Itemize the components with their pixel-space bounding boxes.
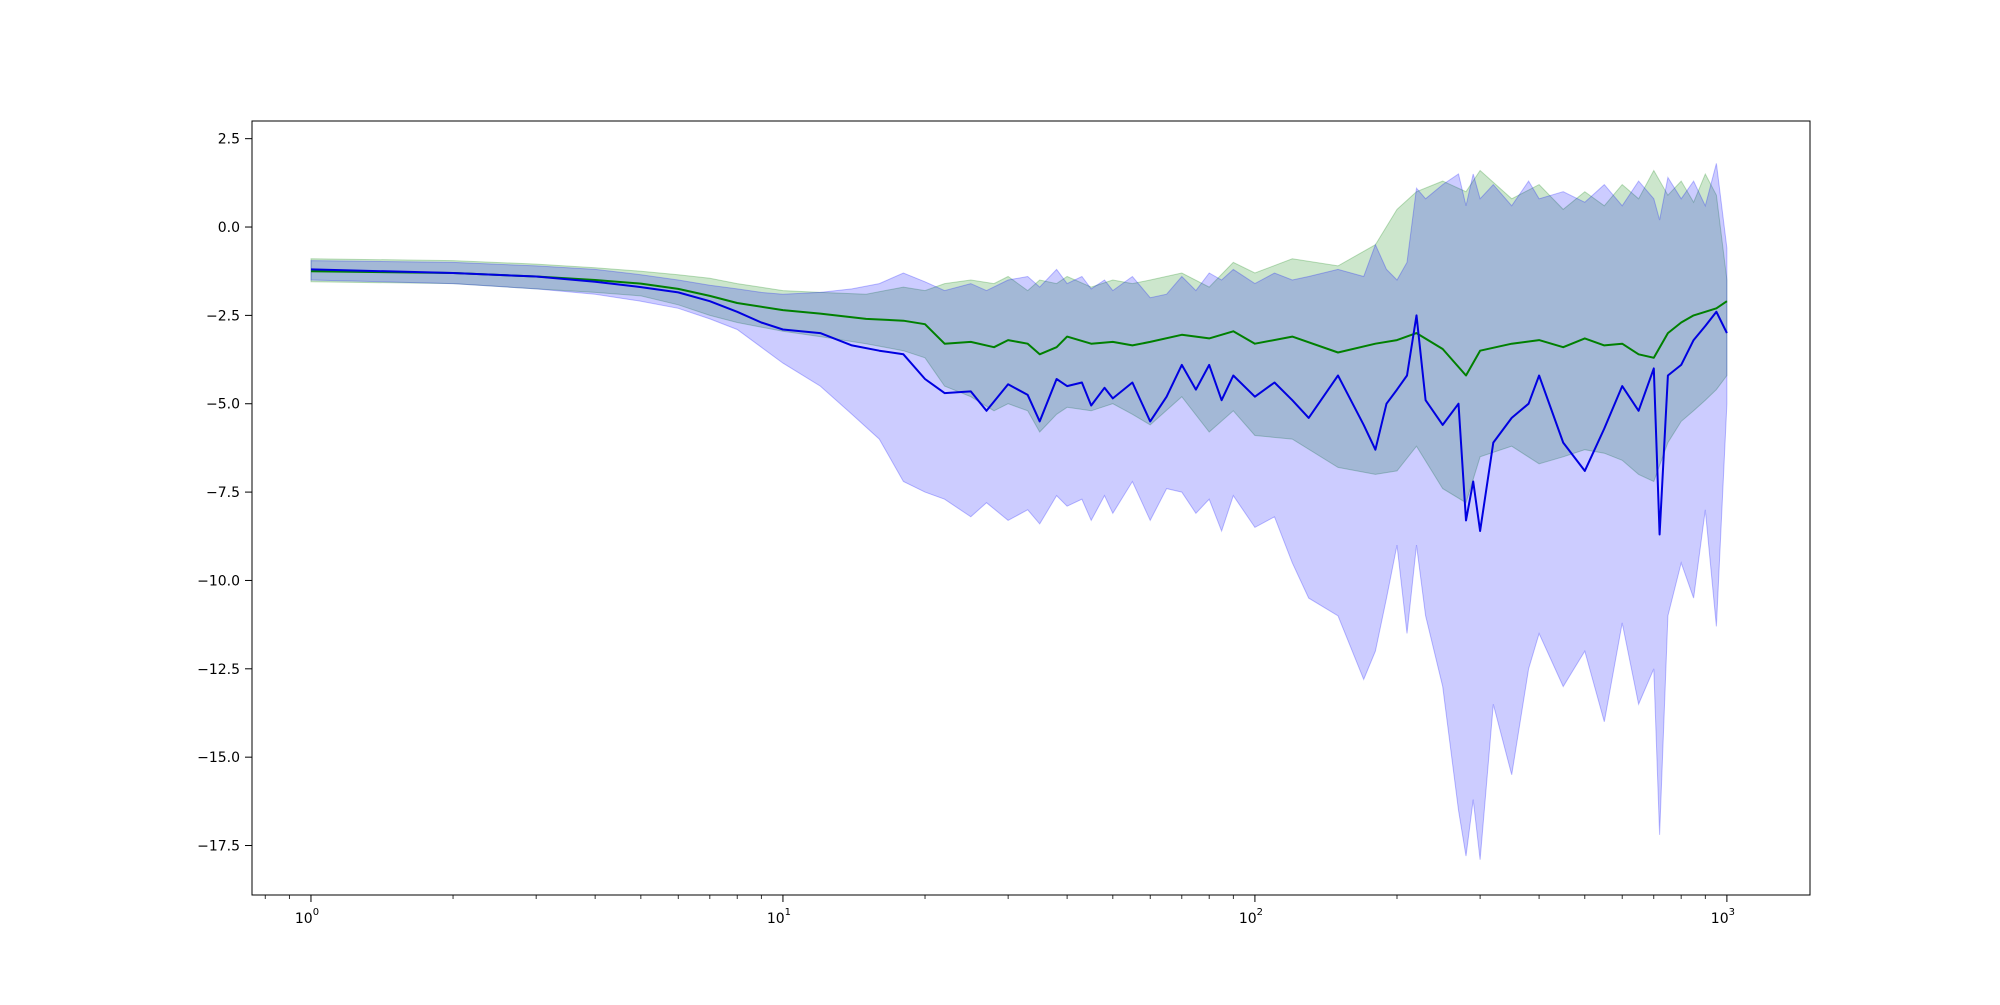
- series-0-line: [310, 270, 1728, 377]
- series-1-line: [310, 268, 1728, 536]
- x-tick-exponent: 1: [785, 907, 791, 918]
- y-tick-label: −2.5: [206, 308, 240, 324]
- x-tick-exponent: 0: [313, 907, 319, 918]
- y-axis: 2.5 0.0 −2.5 −5.0 −7.5 −10.0 −12.5 −15.0 −17.5: [197, 132, 252, 855]
- series-1-band: [310, 163, 1728, 860]
- x-tick-exponent: 2: [1257, 907, 1263, 918]
- y-tick-label: −15.0: [197, 750, 240, 766]
- y-tick-label: −5.0: [206, 397, 240, 413]
- x-tick-exponent: 3: [1729, 907, 1735, 918]
- confidence-bands: [310, 163, 1728, 860]
- y-tick-label: 0.0: [218, 220, 240, 236]
- plot-frame: [251, 120, 1811, 896]
- y-tick-label: 2.5: [218, 132, 240, 148]
- series-0-band: [310, 169, 1728, 504]
- y-tick-label: −12.5: [197, 662, 240, 678]
- series-lines: [310, 268, 1728, 536]
- y-tick-label: −17.5: [197, 839, 240, 855]
- y-tick-label: −7.5: [206, 485, 240, 501]
- y-tick-label: −10.0: [197, 573, 240, 589]
